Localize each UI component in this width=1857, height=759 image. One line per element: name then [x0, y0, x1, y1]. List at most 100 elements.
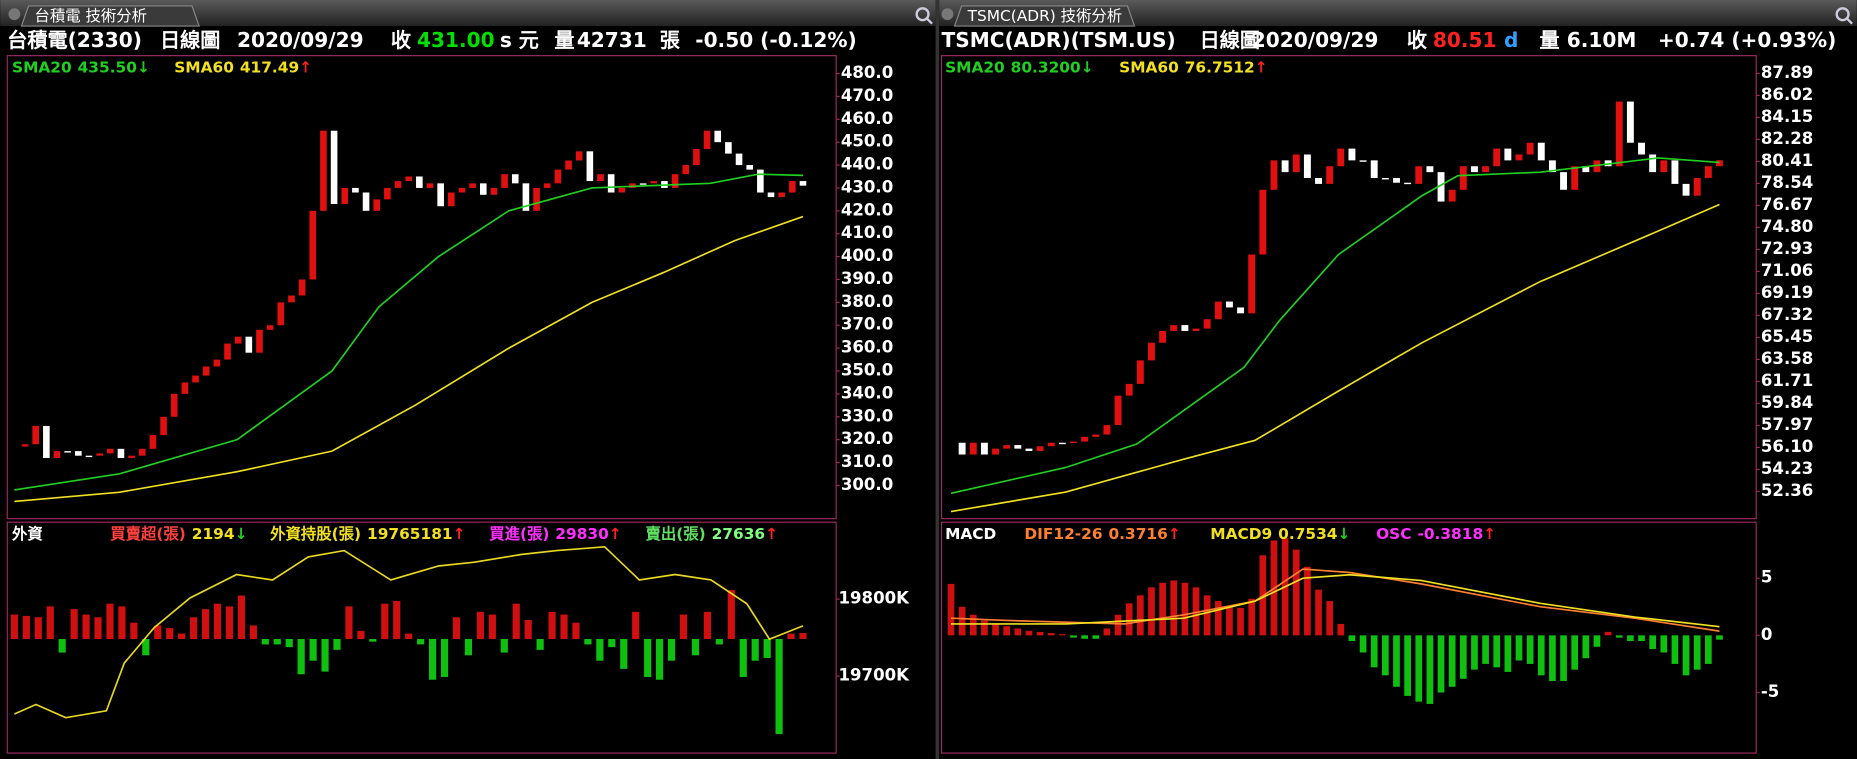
- candle: [682, 165, 690, 175]
- header-text: 台積電(2330): [7, 28, 142, 52]
- bar: [1159, 582, 1166, 636]
- candle: [1548, 160, 1556, 173]
- legend-arrow: ↑: [299, 58, 312, 76]
- candle: [1404, 182, 1412, 185]
- candle: [1448, 189, 1456, 202]
- series-line: [950, 203, 1720, 513]
- candle: [565, 160, 572, 170]
- candle: [181, 382, 189, 394]
- candle: [778, 192, 785, 198]
- candle: [1493, 148, 1501, 167]
- candle: [511, 174, 519, 184]
- candle: [1504, 148, 1512, 161]
- candle: [543, 183, 551, 188]
- bar: [981, 620, 988, 636]
- candle: [1270, 160, 1278, 190]
- candle: [1459, 166, 1467, 190]
- bar: [333, 638, 341, 650]
- bar: [1192, 587, 1200, 636]
- y-tick-label: 330.0: [841, 406, 893, 425]
- bar: [1693, 635, 1701, 670]
- y-tick-label: 84.15: [1761, 107, 1813, 126]
- legend-item: SMA20 435.50↓: [12, 58, 150, 76]
- candle: [992, 448, 999, 455]
- bar: [1671, 635, 1679, 664]
- zoom-icon[interactable]: [1835, 7, 1853, 25]
- legend-item: 外資: [12, 524, 43, 543]
- bar: [667, 638, 676, 661]
- legend-value: 2194: [192, 525, 235, 543]
- bar: [46, 606, 54, 639]
- candle: [1626, 101, 1634, 143]
- bar: [644, 638, 652, 678]
- bar: [1103, 628, 1111, 636]
- candle: [703, 130, 711, 150]
- bar: [1393, 635, 1400, 687]
- bar: [1337, 623, 1345, 636]
- candle: [1482, 166, 1490, 173]
- candle: [1058, 442, 1066, 445]
- header-text: 量: [554, 28, 574, 52]
- legend-name: MACD: [945, 525, 996, 543]
- y-tick-label: 450.0: [841, 132, 893, 151]
- bar: [285, 638, 293, 648]
- header-text: -0.50 (-0.12%): [695, 28, 856, 52]
- candle: [789, 181, 796, 193]
- candle: [639, 183, 647, 185]
- bar: [261, 638, 269, 645]
- tab-icon: [8, 8, 21, 21]
- legend-value: 29830: [555, 525, 609, 543]
- candle: [1014, 445, 1022, 449]
- candle: [650, 181, 658, 184]
- bar: [237, 595, 245, 639]
- zoom-icon[interactable]: [915, 7, 933, 25]
- y-tick-label: 310.0: [841, 452, 893, 471]
- bar: [1493, 635, 1501, 668]
- candle: [735, 153, 743, 166]
- candle: [980, 442, 988, 455]
- candle: [1426, 166, 1434, 173]
- bar: [58, 638, 66, 653]
- bar: [560, 614, 568, 639]
- header-text: s: [500, 28, 512, 52]
- candle: [597, 174, 604, 182]
- y-tick-label: 440.0: [841, 155, 893, 174]
- y-tick-label: 420.0: [841, 200, 893, 219]
- candle: [1649, 154, 1657, 173]
- bar: [10, 614, 18, 639]
- candle: [245, 336, 253, 353]
- bar: [369, 638, 377, 642]
- candle: [138, 448, 146, 456]
- candle: [714, 130, 722, 143]
- bar: [691, 638, 700, 656]
- candle: [1170, 325, 1178, 331]
- candle: [85, 455, 93, 458]
- bar: [1426, 635, 1434, 704]
- bar: [632, 611, 640, 639]
- legend-name: 買進(張): [489, 525, 549, 543]
- bar: [1203, 595, 1211, 636]
- candle: [618, 187, 626, 193]
- tab-title: TSMC(ADR) 技術分析: [967, 7, 1123, 25]
- candle: [799, 181, 807, 186]
- series-line: [950, 573, 1720, 628]
- y-tick-label: 480.0: [841, 63, 893, 82]
- candle: [234, 336, 242, 344]
- candle: [767, 192, 775, 198]
- y-tick-label: 67.32: [1761, 305, 1813, 324]
- series-line: [14, 173, 804, 491]
- legend-name: SMA20: [945, 58, 1005, 76]
- tab-icon: [941, 8, 954, 21]
- bar: [1459, 635, 1467, 679]
- bar: [1348, 635, 1356, 642]
- y-tick-label: 65.45: [1761, 327, 1813, 346]
- bar: [440, 638, 449, 678]
- candle: [1092, 434, 1100, 437]
- legend-name: 賣出(張): [646, 524, 706, 543]
- tab[interactable]: [20, 5, 200, 27]
- tab[interactable]: [953, 5, 1136, 27]
- bar: [476, 611, 484, 639]
- legend-name: 外資持股(張): [270, 524, 361, 543]
- bar: [464, 638, 473, 656]
